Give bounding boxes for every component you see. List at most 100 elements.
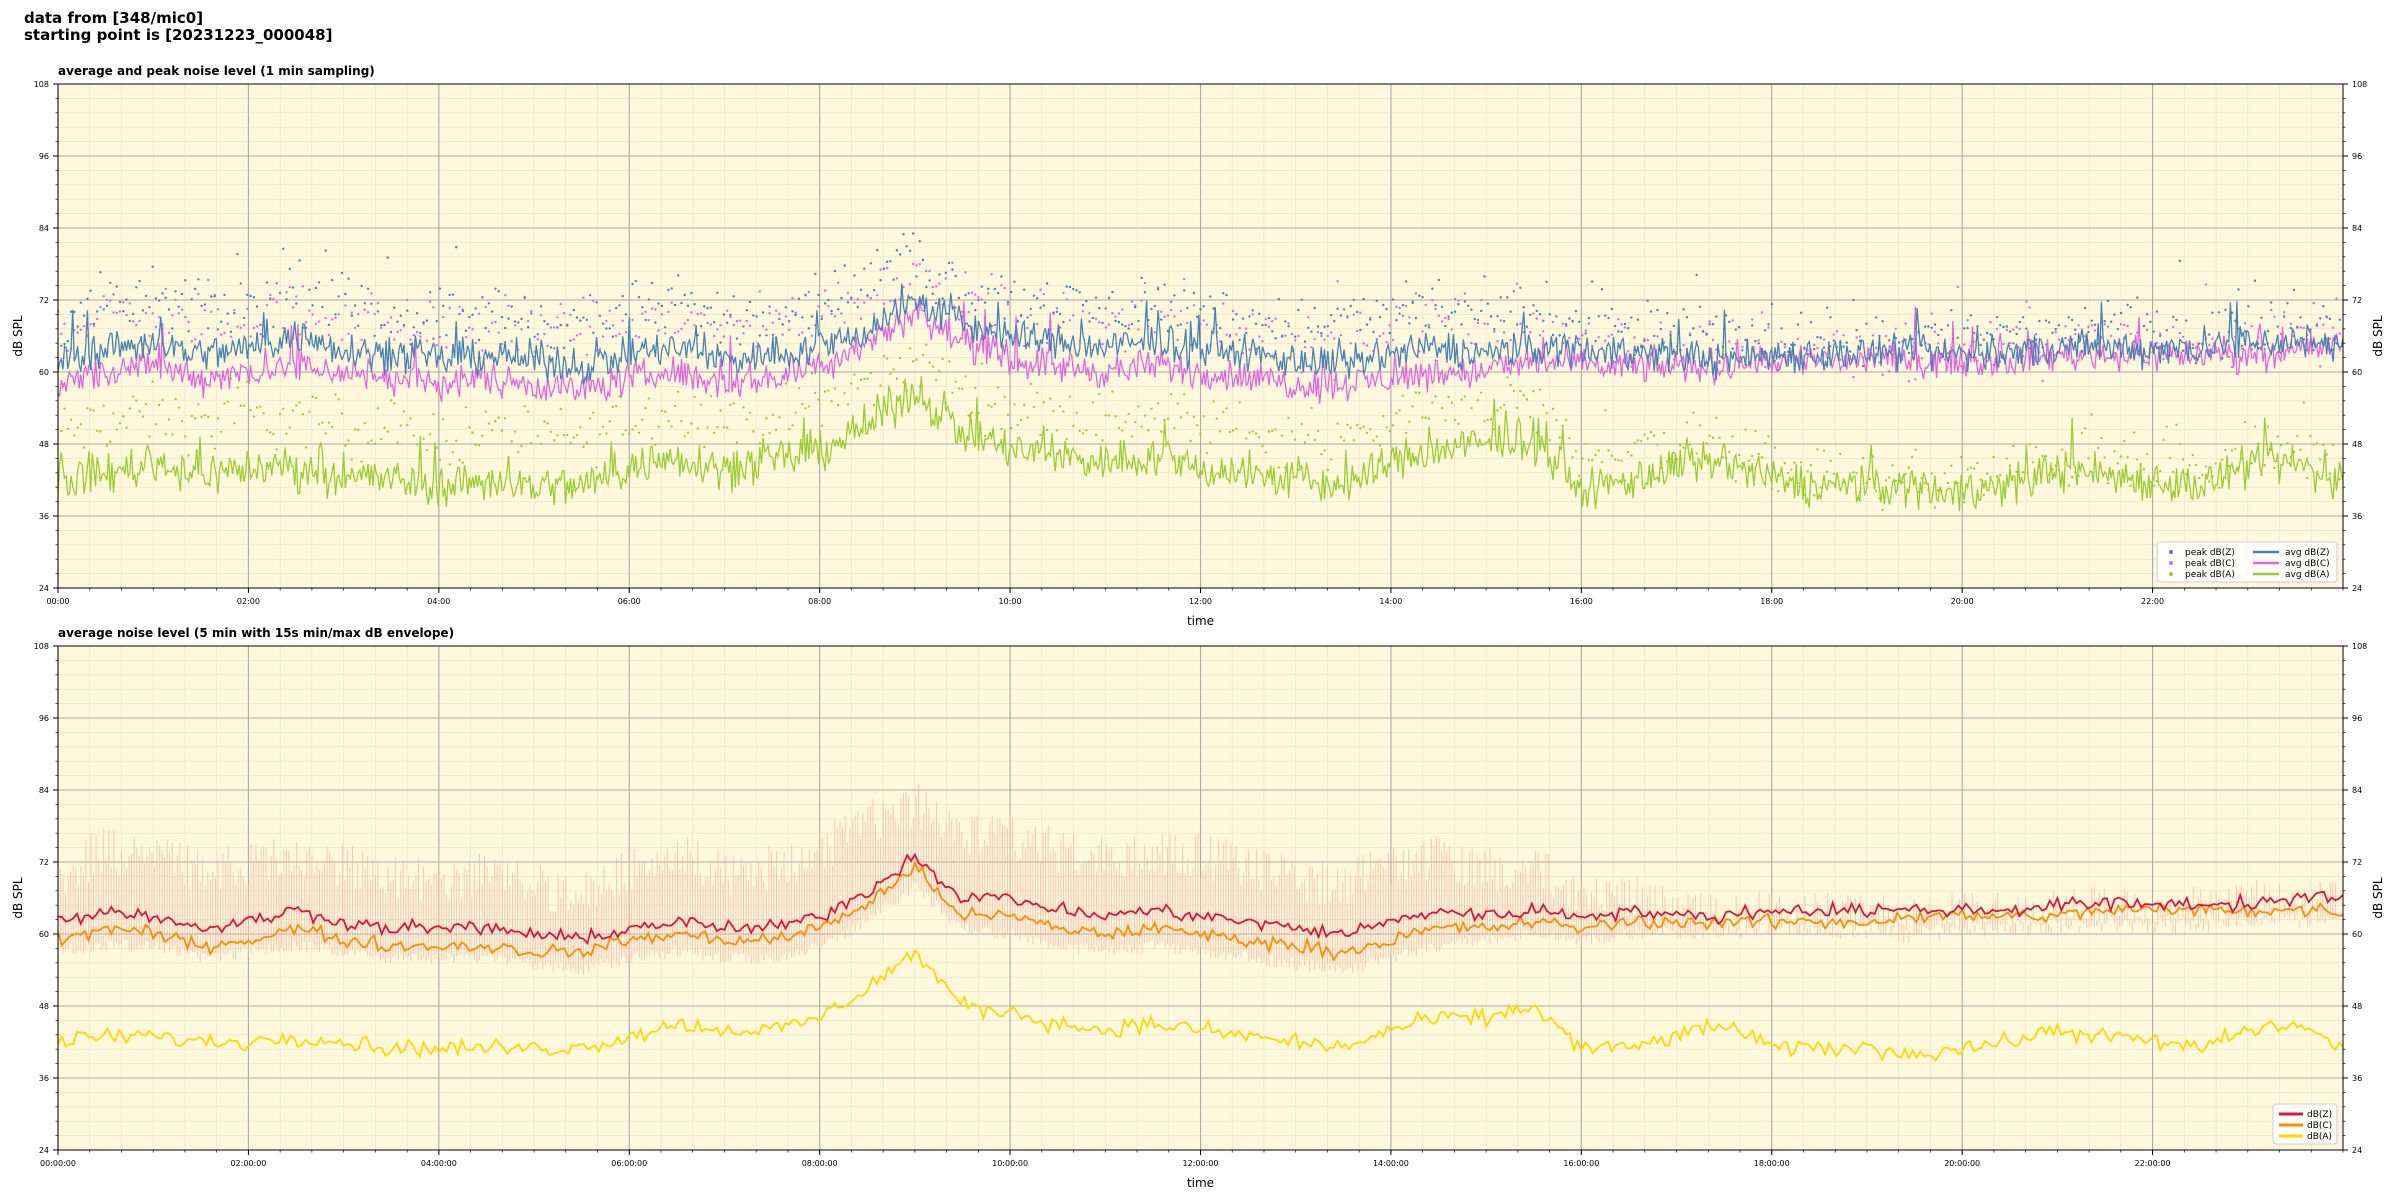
peak-point	[931, 292, 934, 295]
peak-point	[1705, 332, 1708, 335]
legend-label: peak dB(Z)	[2185, 548, 2235, 558]
peak-point	[128, 407, 131, 410]
peak-point	[582, 445, 585, 448]
peak-point	[569, 441, 572, 445]
peak-point	[1297, 308, 1300, 312]
peak-point	[677, 390, 680, 393]
peak-point	[259, 332, 262, 336]
peak-point	[853, 274, 856, 277]
peak-point	[1205, 323, 1209, 326]
peak-point	[63, 322, 66, 325]
peak-point	[1205, 452, 1209, 455]
peak-point	[236, 325, 239, 328]
peak-point	[1310, 406, 1313, 410]
peak-point	[621, 294, 624, 298]
peak-point	[918, 240, 921, 243]
peak-point	[1453, 297, 1457, 301]
peak-point	[761, 311, 765, 314]
peak-point	[677, 330, 680, 333]
peak-point	[664, 326, 667, 329]
peak-point	[1571, 319, 1574, 323]
peak-point	[683, 293, 686, 296]
peak-point	[1888, 370, 1891, 373]
peak-point	[2276, 435, 2279, 438]
peak-point	[974, 293, 977, 296]
peak-point	[2044, 319, 2048, 322]
peak-point	[605, 319, 608, 323]
peak-point	[2319, 365, 2322, 368]
peak-point	[536, 333, 539, 336]
peak-point	[2035, 333, 2038, 336]
peak-point	[1378, 315, 1382, 319]
peak-point	[144, 294, 148, 298]
peak-point	[556, 326, 559, 329]
peak-point	[1486, 418, 1490, 421]
peak-point	[193, 287, 197, 291]
peak-point	[1548, 438, 1552, 442]
peak-point	[1333, 320, 1336, 323]
peak-point	[380, 326, 383, 330]
peak-point	[1711, 338, 1715, 342]
peak-point	[670, 287, 673, 290]
peak-point	[272, 325, 275, 329]
peak-point	[729, 403, 732, 407]
peak-point	[1098, 307, 1101, 310]
peak-point	[223, 331, 226, 335]
peak-point	[92, 322, 96, 326]
peak-point	[680, 420, 683, 423]
peak-point	[1695, 273, 1698, 277]
peak-point	[791, 424, 794, 427]
peak-point	[2168, 456, 2172, 460]
peak-point	[174, 298, 177, 301]
peak-point	[2283, 315, 2286, 318]
peak-point	[1294, 438, 1297, 441]
peak-point	[2283, 311, 2286, 314]
peak-point	[859, 288, 863, 291]
peak-point	[1316, 325, 1320, 328]
peak-point	[993, 402, 996, 406]
peak-point	[1098, 392, 1101, 396]
peak-point	[1231, 318, 1235, 321]
peak-point	[1871, 334, 1875, 337]
peak-point	[344, 292, 347, 296]
peak-point	[399, 314, 402, 317]
peak-point	[1822, 338, 1826, 341]
peak-point	[112, 293, 115, 296]
y-tick-label: 84	[39, 224, 49, 233]
peak-point	[510, 440, 513, 443]
peak-point	[1865, 322, 1868, 325]
peak-point	[579, 332, 582, 336]
peak-point	[618, 304, 621, 307]
peak-point	[2021, 471, 2025, 474]
peak-point	[657, 425, 660, 428]
peak-point	[2145, 453, 2149, 456]
peak-point	[801, 316, 804, 319]
y-tick-label-right: 84	[2352, 786, 2362, 795]
peak-point	[63, 407, 66, 410]
peak-point	[105, 444, 109, 447]
peak-point	[1963, 327, 1966, 330]
peak-point	[1724, 314, 1728, 317]
peak-point	[1799, 311, 1803, 314]
peak-point	[1698, 325, 1702, 328]
peak-point	[180, 308, 184, 311]
peak-point	[559, 302, 562, 306]
peak-point	[654, 308, 657, 311]
peak-point	[1878, 361, 1881, 364]
peak-point	[1339, 334, 1343, 337]
peak-point	[1698, 305, 1702, 308]
peak-point	[2175, 423, 2178, 426]
peak-point	[575, 316, 579, 319]
peak-point	[788, 427, 791, 431]
peak-point	[1692, 411, 1695, 414]
peak-point	[1404, 280, 1408, 283]
peak-point	[1323, 449, 1326, 452]
peak-point	[1434, 307, 1437, 311]
peak-point	[2319, 317, 2322, 320]
peak-point	[1542, 330, 1545, 333]
peak-point	[2309, 328, 2312, 331]
peak-point	[1764, 329, 1767, 332]
peak-point	[1085, 429, 1088, 432]
peak-point	[526, 319, 530, 323]
peak-point	[451, 293, 455, 296]
